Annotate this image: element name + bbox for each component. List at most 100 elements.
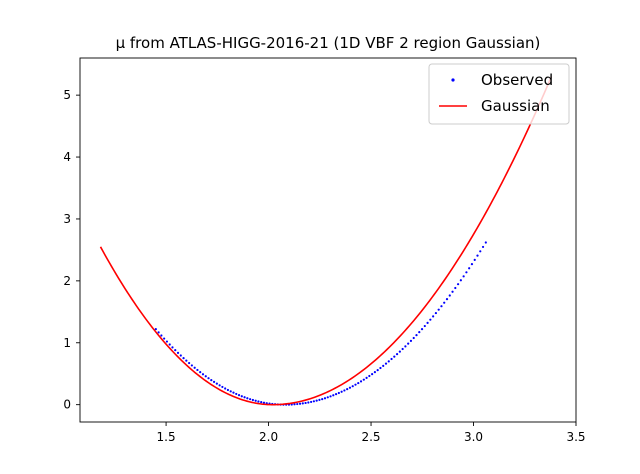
data-point [351, 385, 354, 388]
data-point [379, 366, 382, 370]
data-point [262, 401, 266, 404]
data-point [315, 399, 318, 402]
data-point [398, 350, 401, 353]
data-point [440, 305, 443, 308]
data-point [251, 398, 254, 402]
data-point [434, 311, 437, 315]
data-point [163, 337, 166, 340]
x-tick-label: 2.0 [259, 430, 278, 444]
data-point [210, 378, 213, 382]
data-point [179, 354, 182, 357]
data-point [479, 250, 482, 253]
data-point [476, 254, 479, 257]
x-tick-label: 3.5 [566, 430, 585, 444]
data-point [185, 359, 188, 362]
data-point [395, 353, 399, 356]
data-point [171, 346, 174, 349]
axes: 1.5 2.0 2.5 3.0 3.5 0 1 2 3 4 5 [63, 57, 586, 444]
legend: Observed Gaussian [428, 63, 570, 125]
legend-label-gaussian: Gaussian [481, 97, 550, 115]
legend-box [428, 63, 570, 125]
data-point [445, 298, 449, 301]
data-point [420, 328, 424, 331]
data-point [310, 400, 313, 404]
data-point [154, 328, 157, 331]
data-point [193, 366, 196, 369]
data-point [323, 397, 327, 400]
y-tick-label: 2 [63, 274, 71, 288]
data-point [260, 401, 263, 404]
data-point [368, 374, 371, 378]
data-point [448, 294, 451, 297]
data-point [390, 357, 393, 361]
data-point [334, 393, 338, 396]
plot-area [99, 76, 553, 406]
data-point [235, 392, 238, 396]
data-point [384, 362, 388, 365]
data-point [204, 375, 207, 378]
data-point [371, 373, 374, 376]
data-point [190, 364, 193, 367]
data-point [332, 394, 335, 397]
chart-title: μ from ATLAS-HIGG-2016-21 (1D VBF 2 regi… [116, 34, 541, 52]
legend-swatch-observed [451, 78, 455, 82]
data-point [407, 342, 410, 345]
x-tick-label: 2.5 [361, 430, 380, 444]
y-tick-label: 1 [63, 336, 71, 350]
data-point [404, 345, 407, 348]
data-point [468, 267, 471, 270]
data-point [373, 371, 376, 374]
data-point [329, 395, 332, 398]
legend-label-observed: Observed [481, 71, 553, 89]
data-point [168, 343, 171, 346]
data-point [443, 301, 446, 304]
data-point [240, 395, 243, 398]
data-point [298, 402, 302, 405]
data-point [296, 402, 299, 406]
data-point [451, 290, 454, 293]
axes-frame [79, 57, 577, 423]
data-point [307, 401, 310, 404]
data-point [246, 397, 249, 400]
data-point [174, 349, 177, 352]
data-point [157, 331, 160, 334]
data-point [418, 331, 421, 334]
data-point [423, 324, 426, 328]
y-tick-label: 5 [63, 88, 71, 102]
data-point [359, 380, 363, 383]
data-point [249, 398, 252, 401]
y-tick-label: 3 [63, 212, 71, 226]
data-point [229, 390, 232, 393]
data-point [257, 400, 260, 403]
data-point [456, 283, 460, 286]
data-point [429, 318, 432, 321]
data-point [321, 397, 324, 401]
data-point [415, 334, 418, 337]
x-tick-label: 1.5 [157, 430, 176, 444]
data-point [237, 394, 241, 397]
data-point [188, 361, 191, 365]
data-point [224, 387, 227, 390]
data-point [465, 271, 468, 274]
data-point [484, 241, 487, 244]
data-point [470, 262, 474, 266]
data-point [218, 384, 221, 387]
data-point [243, 396, 246, 399]
data-point [348, 386, 352, 389]
y-tick-label: 4 [63, 150, 71, 164]
data-point [343, 389, 346, 392]
data-point [382, 364, 385, 367]
data-point [340, 390, 343, 393]
data-point [393, 355, 396, 358]
data-point [165, 340, 169, 343]
data-point [326, 396, 329, 399]
data-point [304, 401, 307, 405]
data-point [437, 308, 440, 311]
data-point [454, 286, 457, 290]
data-point [293, 403, 296, 406]
data-point [215, 382, 218, 385]
data-point [212, 380, 216, 383]
data-point [376, 369, 379, 372]
data-point [207, 377, 210, 380]
